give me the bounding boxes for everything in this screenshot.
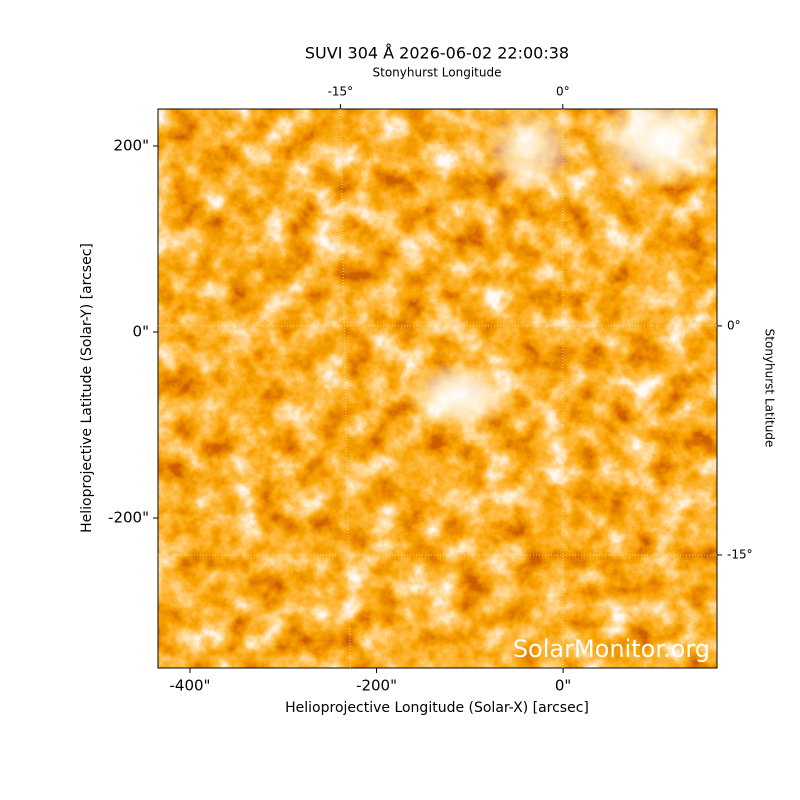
y-tick-label: -200" xyxy=(108,508,149,526)
x-tick-label: -400" xyxy=(170,677,211,695)
x2-axis-label: Stonyhurst Longitude xyxy=(373,66,502,80)
x2-tick-label: -15° xyxy=(328,85,354,99)
y2-tick-label: 0° xyxy=(727,318,741,332)
x2-tick-label: 0° xyxy=(556,85,570,99)
x-tick-label: 0" xyxy=(555,677,571,695)
y-tick-label: 0" xyxy=(133,323,149,341)
y2-axis-label: Stonyhurst Latitude xyxy=(763,329,777,448)
x-axis-label: Helioprojective Longitude (Solar-X) [arc… xyxy=(285,700,589,716)
y-axis-label: Helioprojective Latitude (Solar-Y) [arcs… xyxy=(79,243,95,533)
solar-image xyxy=(158,109,717,668)
watermark: SolarMonitor.org xyxy=(513,635,710,663)
x-tick-label: -200" xyxy=(356,677,397,695)
plot-frame xyxy=(157,108,718,669)
y2-tick-label: -15° xyxy=(727,547,753,561)
chart-title: SUVI 304 Å 2026-06-02 22:00:38 xyxy=(305,44,569,63)
grid-line xyxy=(339,108,351,669)
y-tick-label: 200" xyxy=(113,137,149,155)
